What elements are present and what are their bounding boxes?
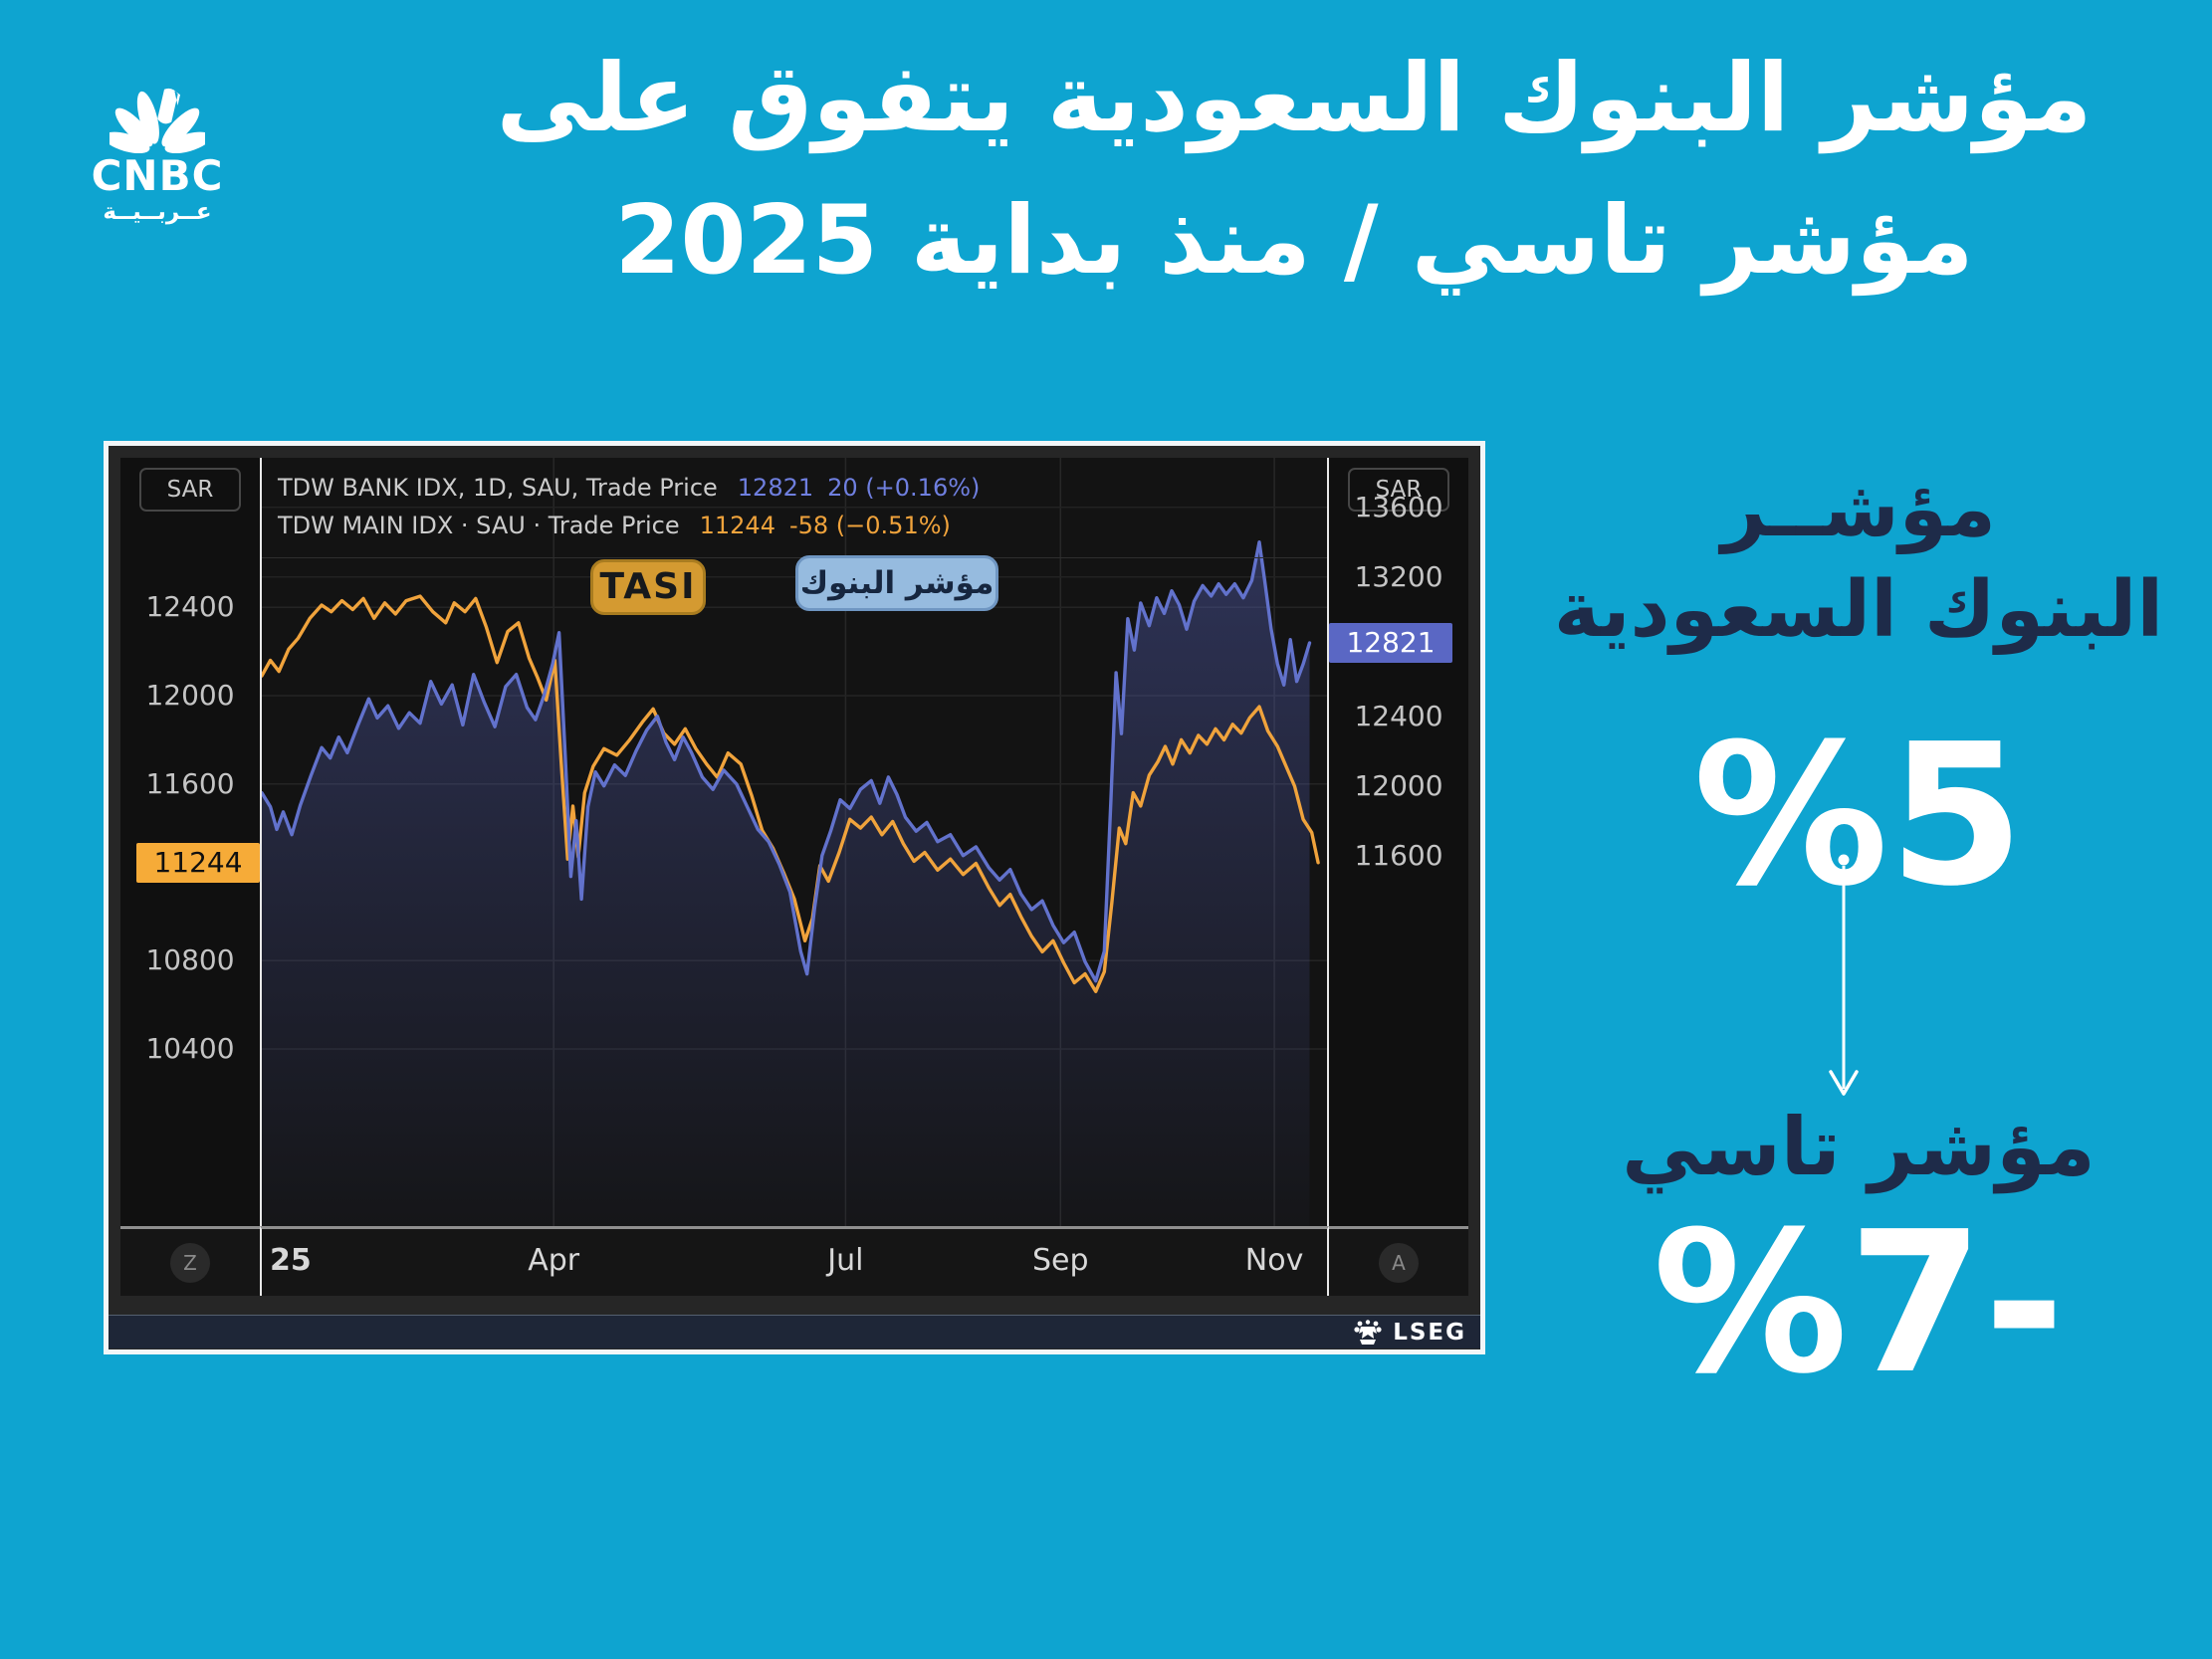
banks-legend-label: مؤشر البنوك: [795, 555, 998, 611]
left-axis-tick: 10400: [145, 1032, 235, 1066]
tasi-index-title: مؤشر تاسي: [1622, 1101, 2096, 1193]
right-axis-currency-button[interactable]: SAR: [1348, 468, 1449, 512]
time-axis-label: Apr: [528, 1243, 580, 1278]
plot-area[interactable]: TDW BANK IDX, 1D, SAU, Trade Price 12821 2…: [260, 458, 1329, 1226]
left-axis-tick: 10800: [145, 943, 235, 977]
bank-series-title: TDW BANK IDX, 1D, SAU, Trade Price: [278, 474, 718, 502]
timezone-button[interactable]: Z: [170, 1242, 210, 1283]
right-axis-tick: 12400: [1354, 699, 1443, 732]
right-axis-tick: 13200: [1354, 559, 1443, 593]
lseg-crest-icon: [1354, 1319, 1382, 1345]
time-axis-label: Jul: [827, 1243, 864, 1278]
time-axis[interactable]: 25 Apr Jul Sep Nov: [260, 1226, 1329, 1296]
left-axis-tick: 12000: [145, 679, 235, 712]
timezone-cell: Z: [120, 1226, 260, 1296]
lseg-logo-text: LSEG: [1393, 1319, 1466, 1346]
lseg-strip: LSEG: [109, 1315, 1480, 1348]
tasi-series-value: 11244: [699, 512, 775, 539]
right-price-axis[interactable]: SAR 13600 13200 12400 12000 11600 12821: [1329, 458, 1468, 1226]
bank-series-value: 12821: [737, 474, 814, 502]
auto-scale-button[interactable]: A: [1379, 1242, 1419, 1283]
down-arrow-icon: [1829, 854, 1859, 1096]
right-axis-tick: 13600: [1354, 490, 1443, 523]
tasi-series-title: TDW MAIN IDX · SAU · Trade Price: [278, 512, 680, 539]
left-axis-tick: 11600: [145, 766, 235, 800]
cnbc-logo-arabic: عــربــيــة: [103, 199, 212, 225]
tasi-last-price-tag: 11244: [136, 842, 260, 883]
right-axis-tick: 11600: [1354, 838, 1443, 872]
banks-change-value: %5: [1692, 703, 2025, 930]
cnbc-peacock-icon: [110, 88, 205, 153]
price-chart-svg: [262, 458, 1327, 1226]
tasi-change-value: %7-: [1652, 1190, 2066, 1417]
time-axis-label: 25: [270, 1243, 312, 1278]
cnbc-logo: CNBC عــربــيــة: [88, 88, 227, 225]
headline-line2: مؤشر تاسي / منذ بداية 2025: [614, 185, 1974, 296]
tasi-legend-label: TASI: [590, 559, 706, 615]
bank-last-price-tag: 12821: [1329, 623, 1452, 663]
chart-panel: SAR 12400 12000 11600 10800 10400 11244 TDW …: [104, 441, 1485, 1354]
headline: مؤشر البنوك السعودية يتفوق على مؤشر تاسي…: [418, 28, 2170, 311]
time-axis-label: Nov: [1244, 1243, 1304, 1278]
auto-scale-cell: A: [1329, 1226, 1468, 1296]
time-axis-label: Sep: [1031, 1243, 1089, 1278]
left-axis-tick: 12400: [145, 590, 235, 624]
chart-header: TDW BANK IDX, 1D, SAU, Trade Price 12821 2…: [278, 474, 980, 549]
header-separator: [262, 557, 1327, 558]
cnbc-logo-text: CNBC: [91, 151, 224, 200]
left-price-axis[interactable]: SAR 12400 12000 11600 10800 10400 11244: [120, 458, 260, 1226]
headline-line1: مؤشر البنوك السعودية يتفوق على: [496, 44, 2093, 153]
banks-index-title: مؤشــر البنوك السعودية: [1553, 465, 2164, 656]
tasi-series-change: -58 (−0.51%): [788, 512, 951, 539]
right-axis-tick: 12000: [1354, 768, 1443, 802]
left-axis-currency-button[interactable]: SAR: [139, 468, 241, 512]
bank-series-change: 20 (+0.16%): [827, 474, 981, 502]
